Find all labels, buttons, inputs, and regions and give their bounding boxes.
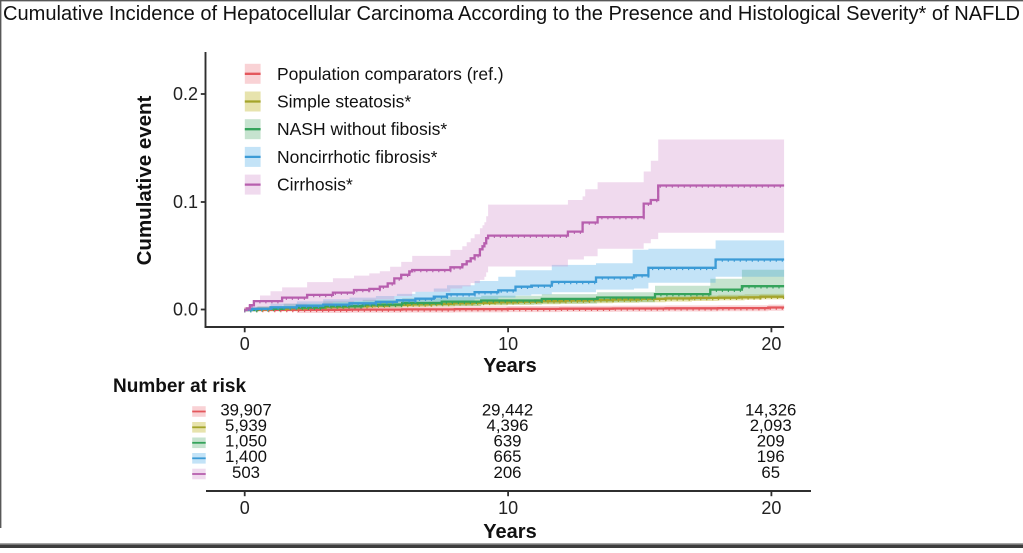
svg-text:39,907: 39,907 (220, 400, 271, 419)
svg-text:0: 0 (240, 334, 250, 354)
svg-text:Noncirrhotic fibrosis*: Noncirrhotic fibrosis* (277, 147, 438, 167)
svg-text:1,400: 1,400 (225, 447, 267, 466)
svg-text:Simple steatosis*: Simple steatosis* (277, 92, 411, 112)
svg-text:Years: Years (483, 355, 536, 377)
svg-text:206: 206 (494, 463, 522, 482)
svg-text:639: 639 (494, 432, 522, 451)
svg-text:Years: Years (483, 521, 536, 543)
svg-text:0.0: 0.0 (173, 300, 198, 320)
svg-text:665: 665 (494, 447, 522, 466)
svg-text:20: 20 (761, 334, 781, 354)
svg-text:0.2: 0.2 (173, 84, 198, 104)
svg-text:209: 209 (757, 432, 785, 451)
svg-text:NASH without fibosis*: NASH without fibosis* (277, 119, 447, 139)
svg-text:2,093: 2,093 (750, 416, 792, 435)
svg-text:Cumulative Incidence of Hepato: Cumulative Incidence of Hepatocellular C… (3, 3, 1020, 25)
svg-text:Population comparators (ref.): Population comparators (ref.) (277, 64, 504, 84)
svg-text:10: 10 (498, 334, 518, 354)
svg-text:0.1: 0.1 (173, 192, 198, 212)
svg-text:14,326: 14,326 (745, 400, 796, 419)
svg-text:65: 65 (761, 463, 780, 482)
svg-text:Number at risk: Number at risk (113, 376, 246, 397)
svg-text:503: 503 (232, 463, 260, 482)
svg-text:10: 10 (498, 498, 518, 518)
svg-text:0: 0 (240, 498, 250, 518)
svg-text:196: 196 (757, 447, 785, 466)
svg-text:1,050: 1,050 (225, 432, 267, 451)
svg-text:20: 20 (761, 498, 781, 518)
svg-text:4,396: 4,396 (487, 416, 529, 435)
svg-text:Cirrhosis*: Cirrhosis* (277, 175, 353, 195)
svg-text:Cumulative event: Cumulative event (133, 95, 156, 265)
svg-text:29,442: 29,442 (482, 400, 533, 419)
svg-text:5,939: 5,939 (225, 416, 267, 435)
